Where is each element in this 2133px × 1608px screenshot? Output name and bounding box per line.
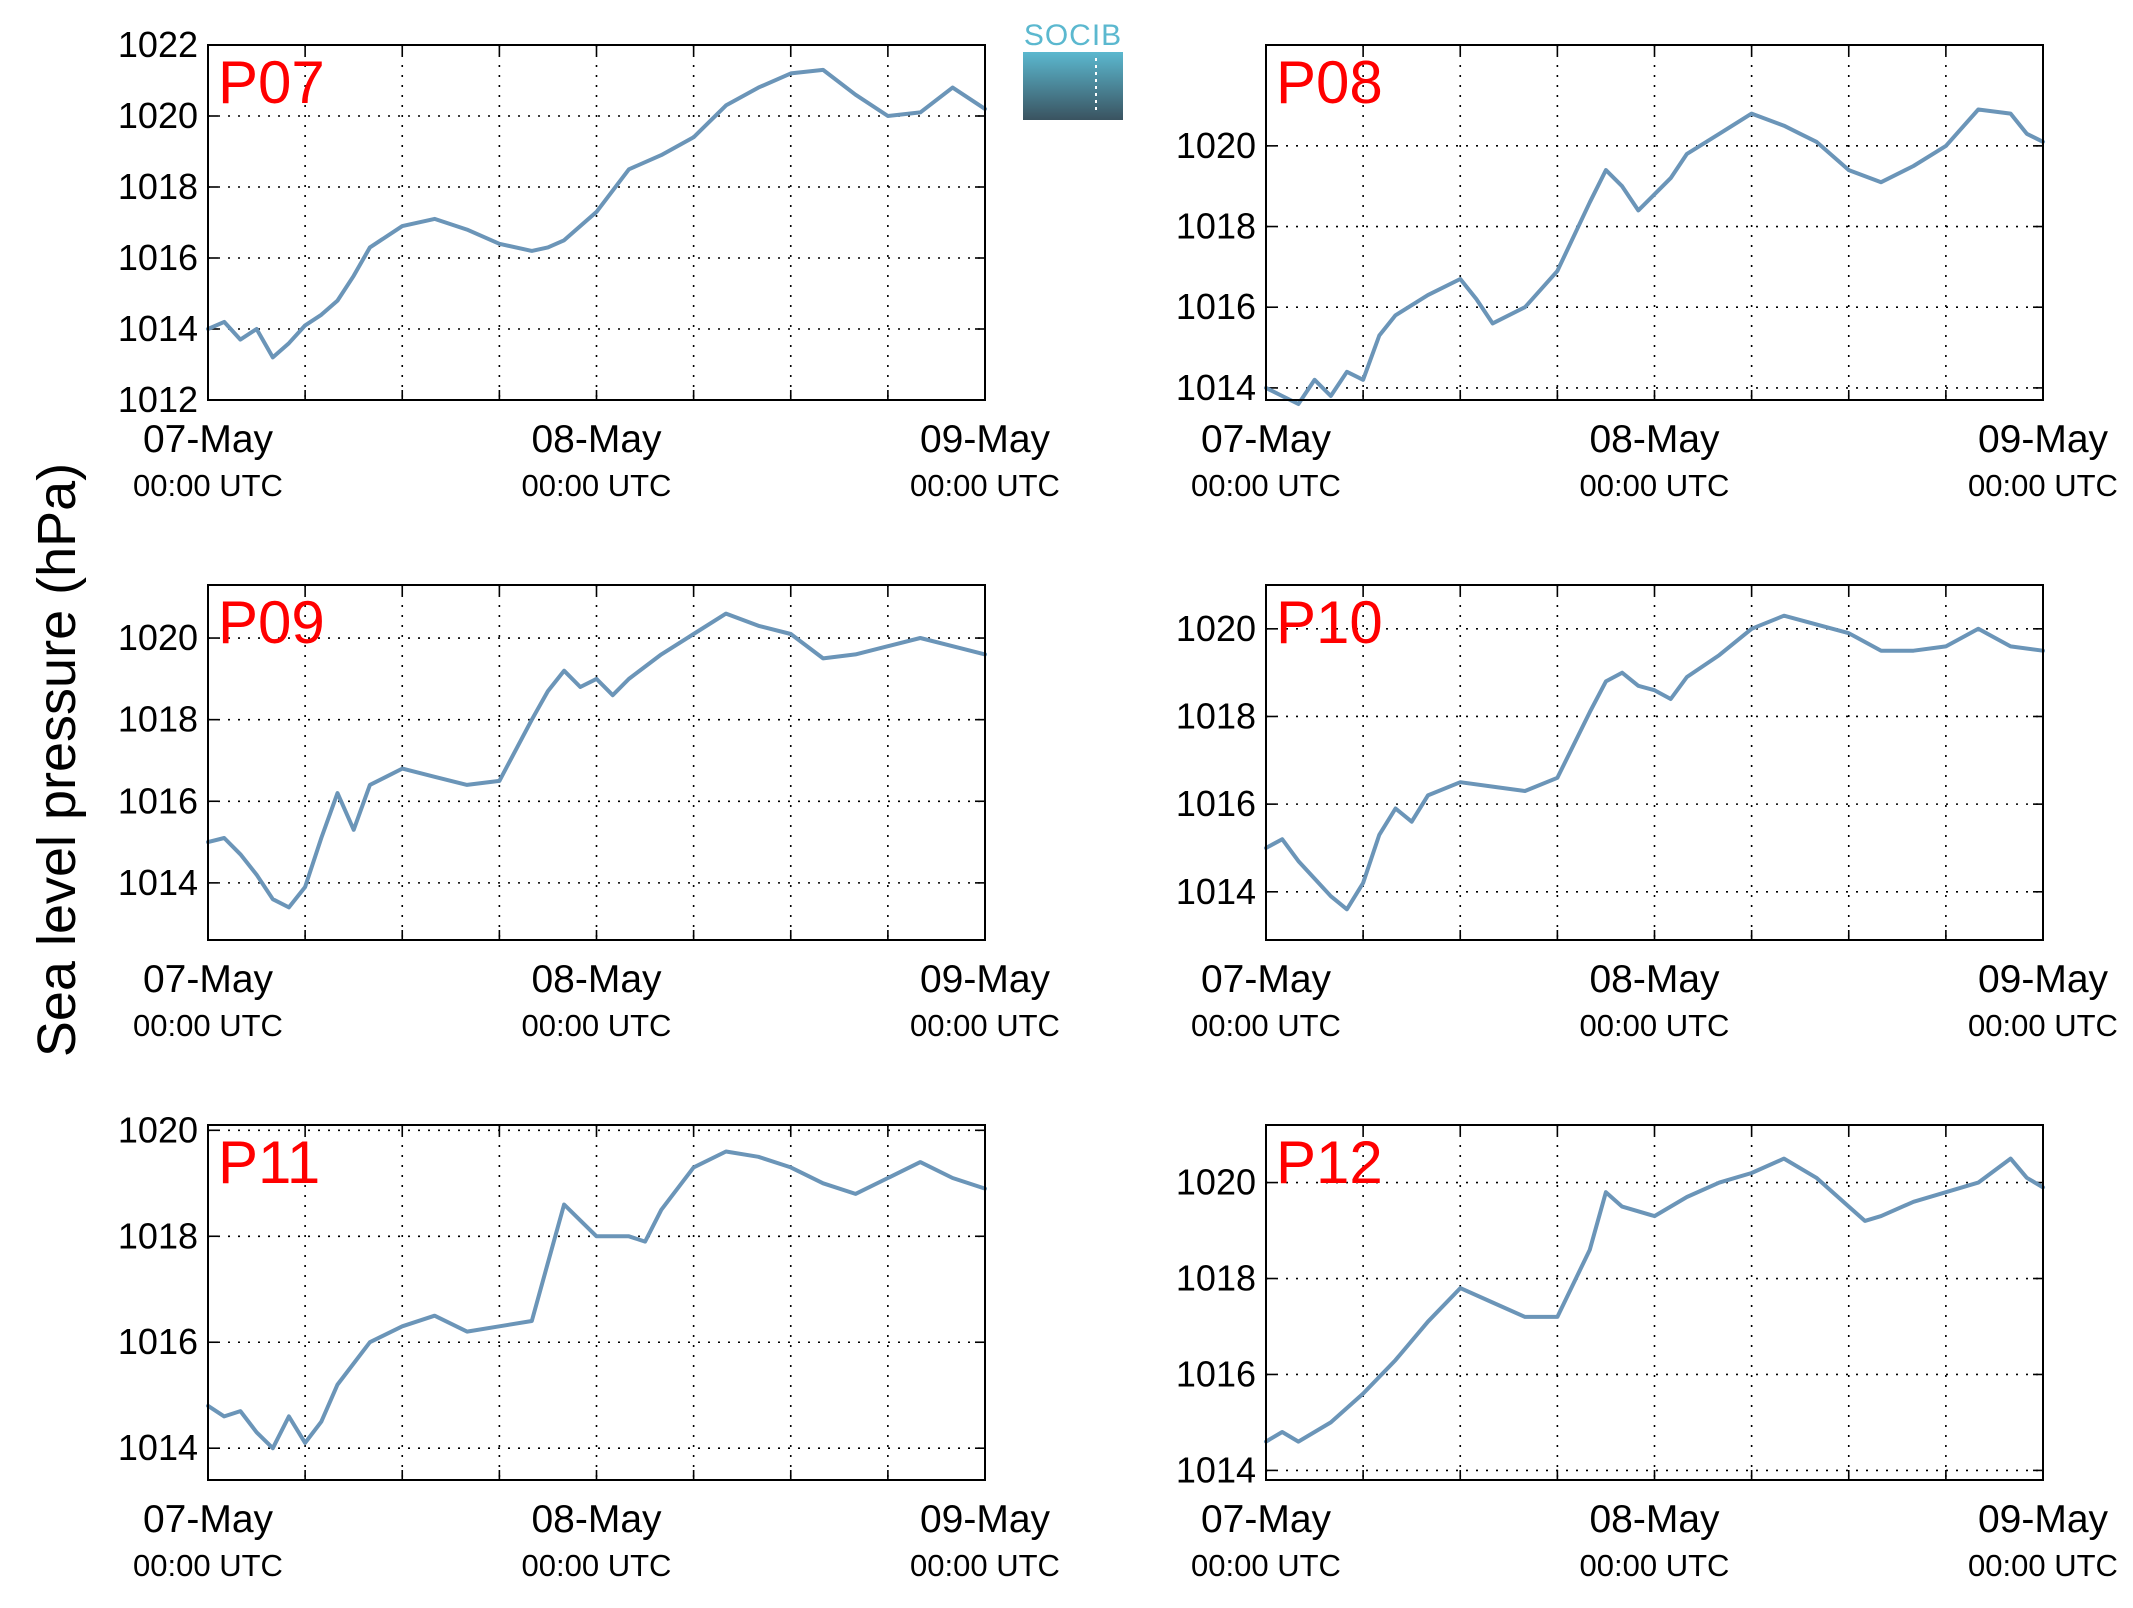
y-tick-label: 1016 [1176, 1353, 1256, 1394]
x-tick-time-label: 00:00 UTC [522, 1548, 672, 1583]
socib-logo: SOCIB [1023, 19, 1123, 120]
x-tick-date-label: 09-May [1978, 1498, 2109, 1541]
y-tick-label: 1016 [1176, 783, 1256, 824]
x-tick-date-label: 07-May [1201, 958, 1332, 1001]
chart-panel-p08: 1014 1016 1018 1020 07-May 00:00 UTC 08-May 00:… [1176, 44, 2118, 503]
logo-text: SOCIB [1024, 19, 1122, 52]
panel-label: P07 [218, 49, 325, 116]
plot-frame [1265, 584, 2044, 941]
plot-frame [207, 44, 986, 401]
series-line-p12 [1264, 1156, 2045, 1444]
x-tick-time-label: 00:00 UTC [910, 1008, 1060, 1043]
x-tick-time-label: 00:00 UTC [910, 468, 1060, 503]
x-tick-time-label: 00:00 UTC [910, 1548, 1060, 1583]
x-tick-date-label: 07-May [143, 418, 274, 461]
y-tick-label: 1014 [1176, 367, 1256, 408]
y-axis-label: Sea level pressure (hPa) [27, 463, 87, 1057]
x-tick-date-label: 09-May [920, 1498, 1051, 1541]
x-tick-date-label: 07-May [143, 958, 274, 1001]
x-tick-time-label: 00:00 UTC [522, 468, 672, 503]
y-tick-label: 1020 [1176, 608, 1256, 649]
chart-panel-p12: 1014 1016 1018 1020 07-May 00:00 UTC 08-May 00:… [1176, 1124, 2118, 1583]
x-tick-date-label: 09-May [920, 418, 1051, 461]
panel-label: P11 [218, 1129, 320, 1196]
chart-panel-p10: 1014 1016 1018 1020 07-May 00:00 UTC 08-May 00:… [1176, 584, 2118, 1043]
y-tick-label: 1016 [118, 237, 198, 278]
y-tick-label: 1012 [118, 379, 198, 420]
x-tick-time-label: 00:00 UTC [1191, 1548, 1341, 1583]
y-tick-label: 1014 [118, 308, 198, 349]
x-tick-time-label: 00:00 UTC [1580, 1548, 1730, 1583]
plot-frame [207, 584, 986, 941]
logo-wave-icon [1023, 52, 1123, 120]
y-tick-label: 1018 [1176, 1258, 1256, 1299]
y-tick-label: 1018 [1176, 695, 1256, 736]
y-tick-label: 1016 [118, 780, 198, 821]
chart-panel-p07: 1012 1014 1016 1018 1020 1022 07-May 00:00 UTC 0… [118, 24, 1060, 503]
x-tick-date-label: 09-May [1978, 958, 2109, 1001]
panels-container: 1012 1014 1016 1018 1020 1022 07-May 00:00 UTC 0… [118, 24, 2118, 1583]
x-tick-date-label: 08-May [531, 958, 662, 1001]
y-tick-label: 1018 [118, 166, 198, 207]
x-tick-date-label: 09-May [920, 958, 1051, 1001]
plot-frame [207, 1124, 986, 1481]
y-tick-label: 1016 [118, 1321, 198, 1362]
y-tick-label: 1018 [118, 699, 198, 740]
x-tick-time-label: 00:00 UTC [1580, 1008, 1730, 1043]
x-tick-time-label: 00:00 UTC [133, 1008, 283, 1043]
plot-frame [1265, 1124, 2044, 1481]
x-tick-time-label: 00:00 UTC [522, 1008, 672, 1043]
x-tick-date-label: 08-May [531, 418, 662, 461]
y-tick-label: 1014 [1176, 871, 1256, 912]
y-tick-label: 1020 [1176, 125, 1256, 166]
y-tick-label: 1014 [118, 862, 198, 903]
x-tick-time-label: 00:00 UTC [133, 468, 283, 503]
x-tick-time-label: 00:00 UTC [133, 1548, 283, 1583]
y-tick-label: 1018 [1176, 206, 1256, 247]
series-line-p08 [1264, 107, 2045, 406]
series-line-p10 [1264, 613, 2045, 912]
y-tick-label: 1014 [1176, 1449, 1256, 1490]
chart-panel-p11: 1014 1016 1018 1020 07-May 00:00 UTC 08-May 00:… [118, 1109, 1060, 1583]
y-tick-label: 1022 [118, 24, 198, 65]
x-tick-date-label: 07-May [1201, 1498, 1332, 1541]
x-tick-time-label: 00:00 UTC [1191, 468, 1341, 503]
panel-label: P09 [218, 589, 325, 656]
y-tick-label: 1016 [1176, 286, 1256, 327]
panel-label: P08 [1276, 49, 1383, 116]
x-tick-time-label: 00:00 UTC [1968, 468, 2118, 503]
y-tick-label: 1020 [118, 617, 198, 658]
x-tick-date-label: 08-May [1589, 958, 1720, 1001]
x-tick-date-label: 07-May [143, 1498, 274, 1541]
x-tick-date-label: 07-May [1201, 418, 1332, 461]
plot-frame [1265, 44, 2044, 401]
x-tick-date-label: 08-May [1589, 418, 1720, 461]
x-tick-time-label: 00:00 UTC [1968, 1548, 2118, 1583]
series-line-p09 [206, 611, 987, 910]
panel-label: P10 [1276, 589, 1383, 656]
x-tick-time-label: 00:00 UTC [1580, 468, 1730, 503]
series-line-p11 [206, 1149, 987, 1451]
x-tick-time-label: 00:00 UTC [1968, 1008, 2118, 1043]
series-line-p07 [206, 67, 987, 360]
x-tick-date-label: 08-May [1589, 1498, 1720, 1541]
panel-label: P12 [1276, 1129, 1383, 1196]
y-tick-label: 1014 [118, 1427, 198, 1468]
chart-panel-p09: 1014 1016 1018 1020 07-May 00:00 UTC 08-May 00:… [118, 584, 1060, 1043]
y-tick-label: 1020 [118, 1109, 198, 1150]
y-tick-label: 1018 [118, 1215, 198, 1256]
x-tick-time-label: 00:00 UTC [1191, 1008, 1341, 1043]
y-tick-label: 1020 [118, 95, 198, 136]
x-tick-date-label: 08-May [531, 1498, 662, 1541]
y-tick-label: 1020 [1176, 1162, 1256, 1203]
x-tick-date-label: 09-May [1978, 418, 2109, 461]
